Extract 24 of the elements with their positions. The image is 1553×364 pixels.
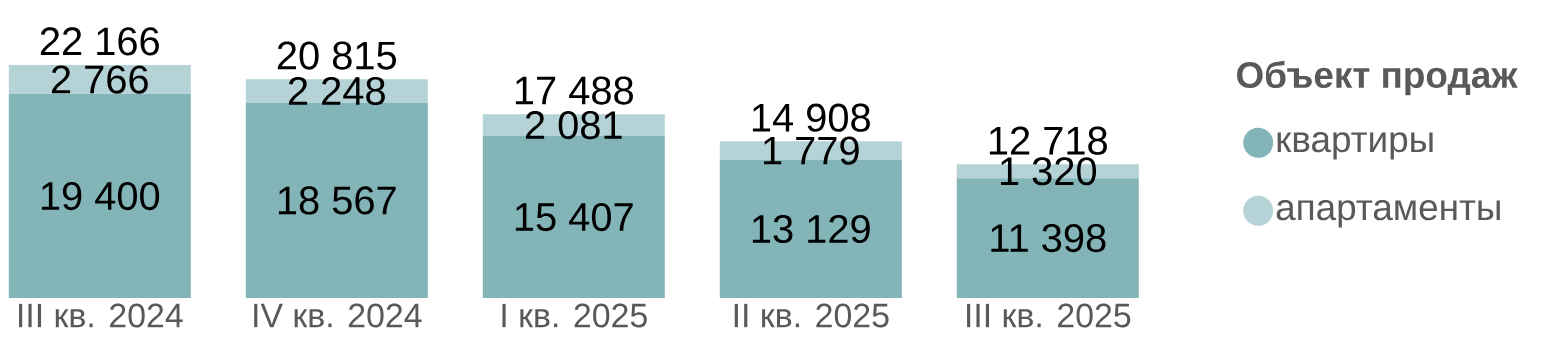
data-label: 18 567 [278,186,396,215]
x-tick-label: IV кв. 2024 [254,303,422,328]
total-label: 20 815 [277,41,397,70]
total-label: 12 718 [989,126,1107,155]
total-label: 17 488 [515,76,633,105]
x-tick-label: II кв. 2025 [734,303,889,328]
legend-label: апартаменты [1276,200,1500,228]
legend-title: Объект продаж [1237,60,1518,96]
data-label: 15 407 [515,202,633,232]
x-tick-label: III кв. 2025 [967,303,1131,328]
data-label: 1 320 [1000,157,1097,186]
total-label: 14 908 [752,103,870,132]
data-label: 2 081 [525,111,622,140]
data-label: 2 766 [51,65,148,94]
legend-label: квартиры [1277,132,1433,160]
total-label: 22 166 [40,27,159,56]
x-tick-label: III кв. 2024 [19,303,183,328]
data-label: 13 129 [752,214,870,244]
data-label: 19 400 [41,181,160,211]
data-label: 2 248 [288,76,385,106]
data-label: 1 779 [763,136,859,165]
x-tick-label: I кв. 2025 [502,303,647,328]
bar [8,94,191,298]
data-label: 11 398 [991,223,1106,253]
